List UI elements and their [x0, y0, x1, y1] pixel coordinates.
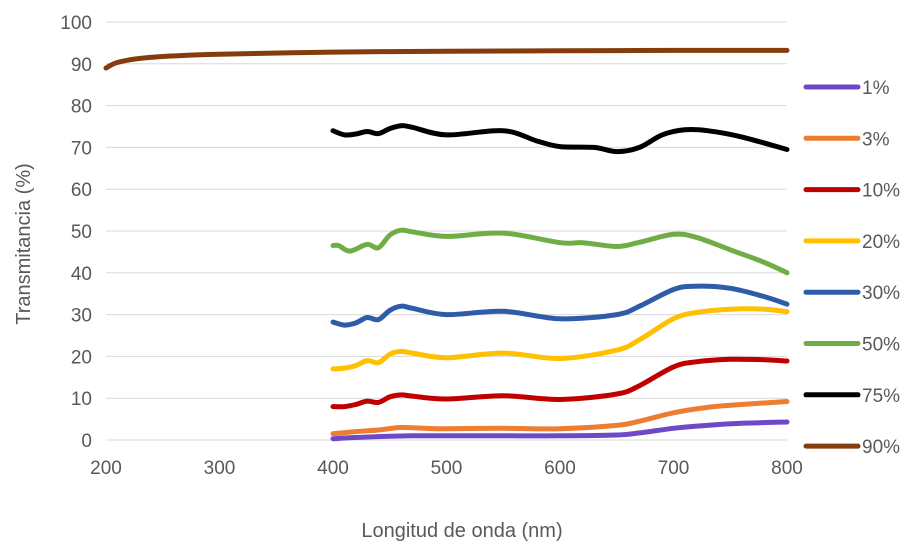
legend-label: 90% [862, 437, 900, 458]
series-line-1pct [330, 419, 790, 442]
x-tick-label: 500 [431, 458, 463, 479]
legend-label: 3% [862, 129, 890, 150]
series-line-10pct [330, 356, 790, 410]
x-tick-label: 800 [771, 458, 803, 479]
y-tick-label: 100 [60, 13, 92, 34]
y-tick-label: 30 [71, 306, 92, 327]
series-line-50pct [330, 227, 790, 276]
legend: 1% 3% 10% 20% 30% 50% 75% 90% [803, 78, 900, 458]
y-tick-label: 50 [71, 222, 92, 243]
x-tick-label: 200 [90, 458, 122, 479]
y-tick-label: 70 [71, 138, 92, 159]
series-line-20pct [330, 306, 790, 372]
y-tick-label: 0 [81, 431, 92, 452]
x-tick-label: 300 [204, 458, 236, 479]
legend-label: 10% [862, 181, 900, 202]
y-tick-label: 60 [71, 180, 92, 201]
x-tick-labels: 200 300 400 500 600 700 800 [90, 458, 803, 479]
y-tick-label: 90 [71, 55, 92, 76]
y-tick-label: 80 [71, 97, 92, 118]
y-tick-label: 40 [71, 264, 92, 285]
x-tick-label: 700 [658, 458, 690, 479]
x-axis-title: Longitud de onda (nm) [361, 520, 562, 542]
legend-label: 1% [862, 78, 890, 99]
x-tick-label: 600 [544, 458, 576, 479]
series-lines [103, 47, 790, 442]
x-tick-label: 400 [317, 458, 349, 479]
y-tick-labels: 0 10 20 30 40 50 60 70 80 90 100 [60, 13, 92, 452]
legend-label: 50% [862, 335, 900, 356]
legend-label: 20% [862, 232, 900, 253]
y-axis-title: Transmitancia (%) [13, 163, 35, 325]
series-line-30pct [330, 283, 790, 328]
legend-label: 75% [862, 386, 900, 407]
legend-label: 30% [862, 283, 900, 304]
series-line-90pct [103, 47, 790, 71]
series-line-75pct [330, 123, 790, 155]
y-tick-label: 10 [71, 389, 92, 410]
y-tick-label: 20 [71, 347, 92, 368]
gridlines [106, 21, 787, 441]
series-line-3pct [330, 399, 790, 437]
